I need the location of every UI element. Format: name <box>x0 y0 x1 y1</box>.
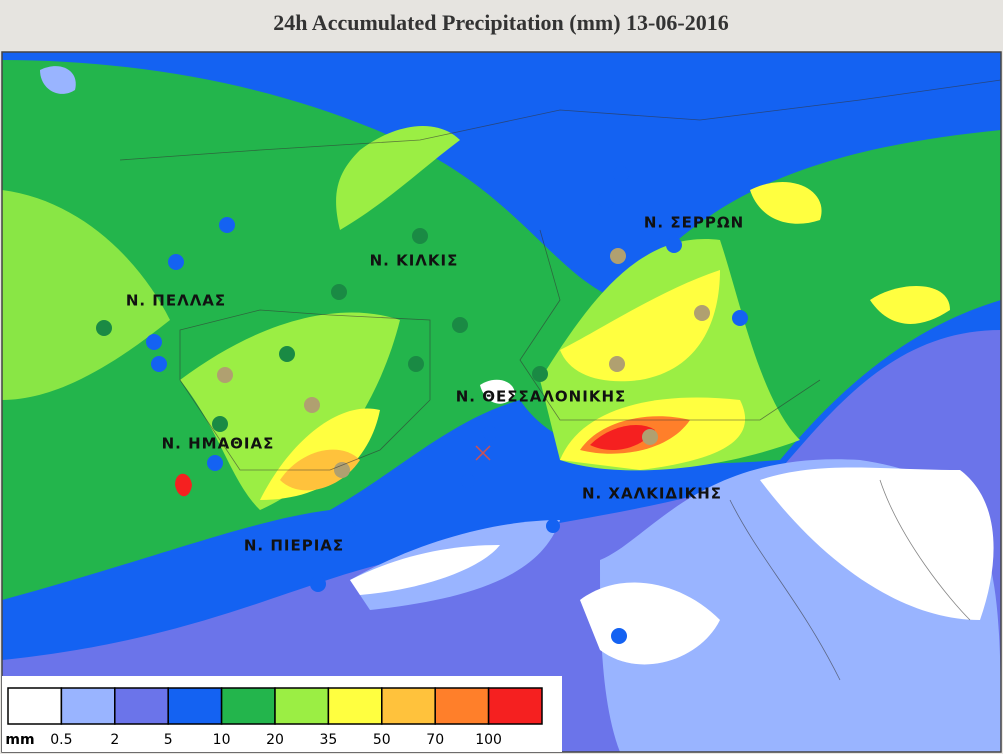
legend-threshold: 35 <box>319 732 337 748</box>
legend-threshold: 0.5 <box>50 732 72 748</box>
region-label: Ν. ΘΕΣΣΑΛΟΝΙΚΗΣ <box>456 388 627 406</box>
legend-threshold: 50 <box>373 732 391 748</box>
region-label: Ν. ΠΙΕΡΙΑΣ <box>244 537 344 555</box>
region-label: Ν. ΠΕΛΛΑΣ <box>126 292 226 310</box>
legend-unit: mm <box>5 732 34 748</box>
legend-threshold: 10 <box>213 732 231 748</box>
map <box>2 52 1002 752</box>
legend-swatch <box>7 687 63 725</box>
legend-swatch <box>381 687 436 725</box>
region-label: Ν. ΚΙΛΚΙΣ <box>370 252 459 270</box>
legend-swatch <box>327 687 383 725</box>
title: 24h Accumulated Precipitation (mm) 13-06… <box>273 10 728 35</box>
legend-swatch <box>60 687 116 725</box>
legend-threshold: 2 <box>110 732 119 748</box>
region-label: Ν. ΗΜΑΘΙΑΣ <box>162 435 275 453</box>
legend-swatch <box>434 687 490 725</box>
legend-threshold: 5 <box>164 732 173 748</box>
legend-swatch <box>167 687 223 725</box>
legend-threshold: 70 <box>426 732 444 748</box>
region-label: Ν. ΣΕΡΡΩΝ <box>644 214 744 232</box>
legend-swatch <box>274 687 330 725</box>
legend-swatch <box>220 687 276 725</box>
legend-swatch <box>114 687 169 725</box>
legend-threshold: 100 <box>475 732 502 748</box>
legend: mm 0.5 2 5 10 20 35 50 70 100 <box>2 676 562 752</box>
title-bar <box>0 0 1003 50</box>
region-labels: Ν. ΚΙΛΚΙΣ Ν. ΠΕΛΛΑΣ Ν. ΣΕΡΡΩΝ Ν. ΘΕΣΣΑΛΟ… <box>126 214 744 555</box>
legend-threshold: 20 <box>266 732 284 748</box>
legend-swatch <box>487 687 543 725</box>
region-label: Ν. ΧΑΛΚΙΔΙΚΗΣ <box>582 485 722 503</box>
